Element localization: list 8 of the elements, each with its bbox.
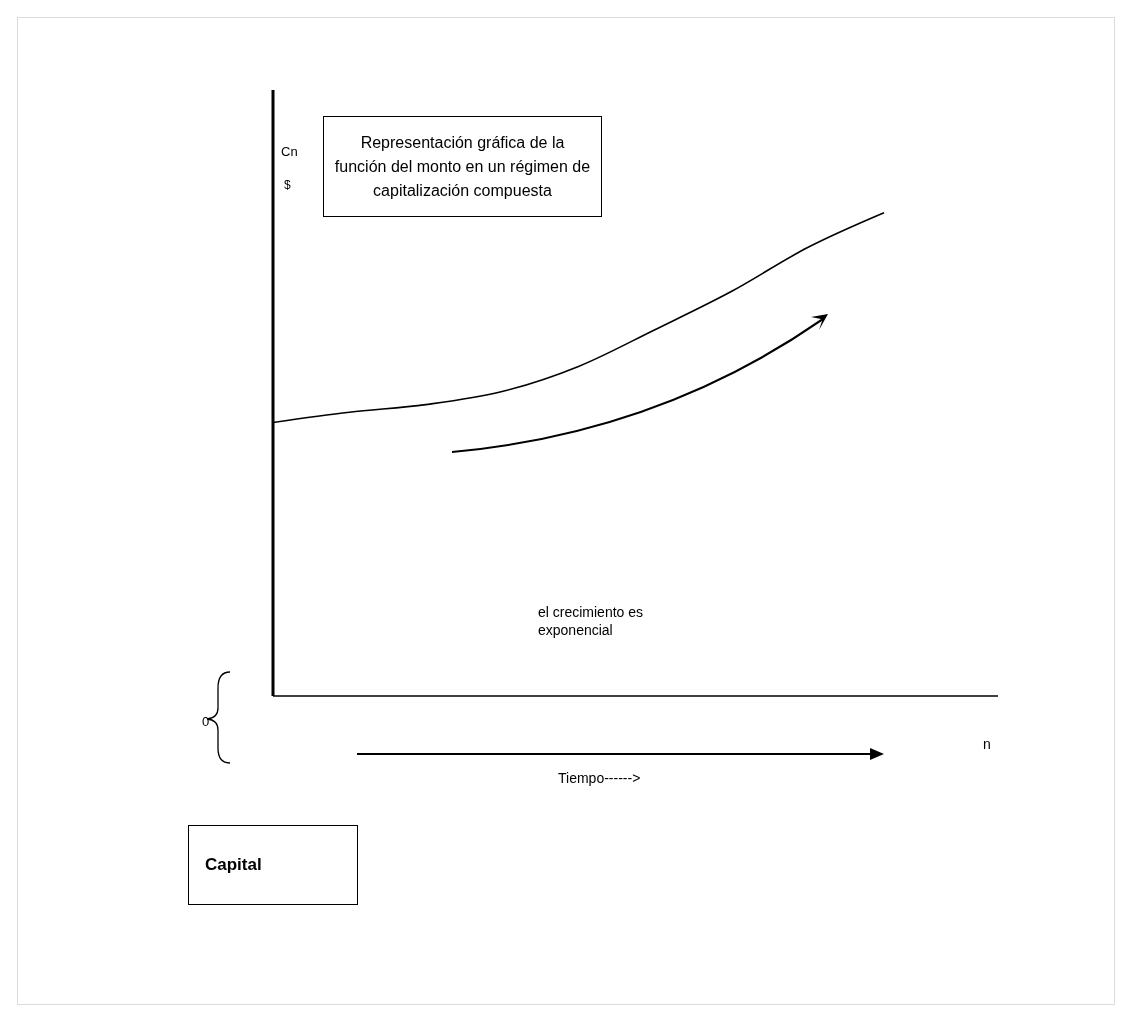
y-axis-title: Cn (281, 144, 298, 159)
text: n (983, 736, 991, 752)
text: 0 (202, 714, 210, 729)
text: $ (284, 178, 291, 192)
chart-title: Representación gráfica de la función del monto en un régimen de capitalización compuesta (323, 116, 602, 217)
annotation: el crecimiento es exponencial (538, 603, 645, 639)
text: Tiempo------> (558, 770, 641, 786)
text: Capital (188, 825, 358, 905)
